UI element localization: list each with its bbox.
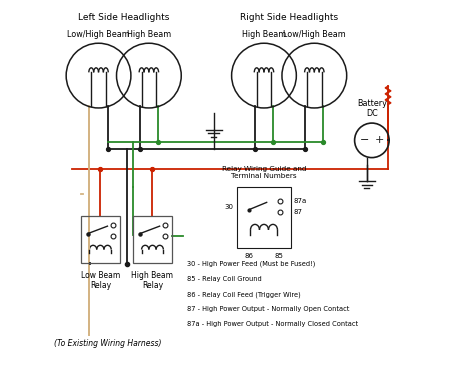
Text: High Beam: High Beam (127, 30, 171, 39)
Text: 86: 86 (245, 252, 254, 259)
Text: Battery
DC: Battery DC (357, 99, 387, 118)
Text: 85: 85 (274, 252, 283, 259)
Text: 87: 87 (294, 208, 303, 215)
Text: Right Side Headlights: Right Side Headlights (240, 13, 338, 22)
Text: Low/High Beam: Low/High Beam (67, 30, 130, 39)
Text: 87 - High Power Output - Normally Open Contact: 87 - High Power Output - Normally Open C… (187, 306, 349, 312)
Text: Left Side Headlights: Left Side Headlights (78, 13, 169, 22)
Bar (133, 216, 172, 263)
Bar (237, 187, 291, 248)
Text: 30: 30 (224, 204, 233, 210)
Text: High Beam
Relay: High Beam Relay (131, 270, 173, 290)
Text: 30 - High Power Feed (Must be Fused!): 30 - High Power Feed (Must be Fused!) (187, 261, 315, 267)
Text: Low/High Beam: Low/High Beam (283, 30, 346, 39)
Text: 87a - High Power Output - Normally Closed Contact: 87a - High Power Output - Normally Close… (187, 321, 358, 327)
Text: Low Beam
Relay: Low Beam Relay (81, 270, 120, 290)
Text: Relay Wiring Guide and
Terminal Numbers: Relay Wiring Guide and Terminal Numbers (222, 166, 306, 179)
Text: (To Existing Wiring Harness): (To Existing Wiring Harness) (54, 339, 161, 348)
Text: +: + (375, 135, 384, 145)
Text: −: − (359, 135, 369, 145)
Bar (81, 216, 120, 263)
Text: 87a: 87a (294, 198, 307, 204)
Text: 86 - Relay Coil Feed (Trigger Wire): 86 - Relay Coil Feed (Trigger Wire) (187, 291, 301, 298)
Text: High Beam: High Beam (242, 30, 286, 39)
Text: 85 - Relay Coil Ground: 85 - Relay Coil Ground (187, 276, 261, 282)
